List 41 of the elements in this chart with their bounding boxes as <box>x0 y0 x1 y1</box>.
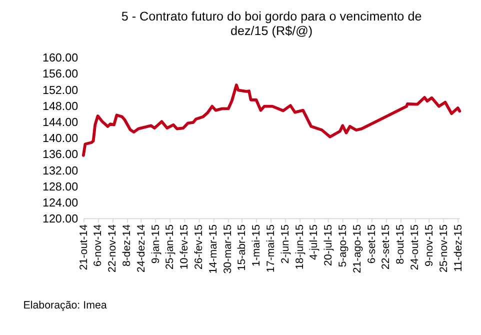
x-tick-label: 5-ago-15 <box>337 224 350 268</box>
x-tick-label: 2-jun-15 <box>279 224 292 264</box>
x-tick-label: 9-nov-15 <box>423 224 436 267</box>
x-tick-label: 11-dez-15 <box>452 224 464 272</box>
x-tick-label: 6-set-15 <box>366 224 378 264</box>
y-tick-label: 152.00 <box>42 84 79 97</box>
x-tick-label: 6-nov-14 <box>92 224 104 267</box>
x-tick-label: 25-nov-15 <box>438 224 450 272</box>
y-tick-label: 136.00 <box>42 148 79 162</box>
y-tick-label: 148.00 <box>42 100 79 113</box>
x-tick-label: 26-fev-15 <box>193 224 206 270</box>
x-tick-label: 1-mai-15 <box>250 224 263 267</box>
x-tick-label: 18-jun-15 <box>294 224 306 270</box>
x-tick-label: 9-jan-15 <box>150 224 162 264</box>
x-tick-label: 15-abr-15 <box>236 224 248 271</box>
x-tick-label: 24-out-15 <box>409 224 422 270</box>
x-tick-label: 22-nov-14 <box>106 224 119 272</box>
x-tick-label: 14-mar-15 <box>207 224 220 274</box>
x-tick-label: 17-mai-15 <box>265 224 278 272</box>
line-series <box>82 84 462 157</box>
x-tick-label: 20-jul-15 <box>322 224 335 266</box>
text: Elaboração: Imea <box>23 299 107 312</box>
y-tick-label: 140.00 <box>42 132 79 146</box>
x-tick-label: 8-out-15 <box>394 224 407 264</box>
chart-title: 5 - Contrato futuro do boi gordo para o vencimento de dez/15 (R$/@) <box>121 9 422 38</box>
x-tick-label: 24-dez-14 <box>135 224 148 272</box>
y-tick-label: 144.00 <box>42 116 79 129</box>
x-tick-label: 21-ago-15 <box>351 224 364 274</box>
x-tick-label: 8-dez-14 <box>121 224 133 267</box>
y-tick-label: 160.00 <box>42 52 79 65</box>
x-tick-label: 21-out-14 <box>78 224 90 270</box>
x-tick-label: 4-jul-15 <box>308 224 320 260</box>
y-tick-label: 120.00 <box>42 212 79 226</box>
y-tick-label: 132.00 <box>42 164 79 178</box>
y-tick-label: 128.00 <box>42 180 79 194</box>
y-tick-label: 124.00 <box>42 196 79 210</box>
x-tick-label: 30-mar-15 <box>222 224 234 274</box>
x-tick-label: 22-set-15 <box>380 224 392 270</box>
x-tick-label: 25-jan-15 <box>164 224 176 270</box>
x-tick-label: 10-fev-15 <box>178 224 191 270</box>
y-tick-label: 156.00 <box>42 68 79 81</box>
